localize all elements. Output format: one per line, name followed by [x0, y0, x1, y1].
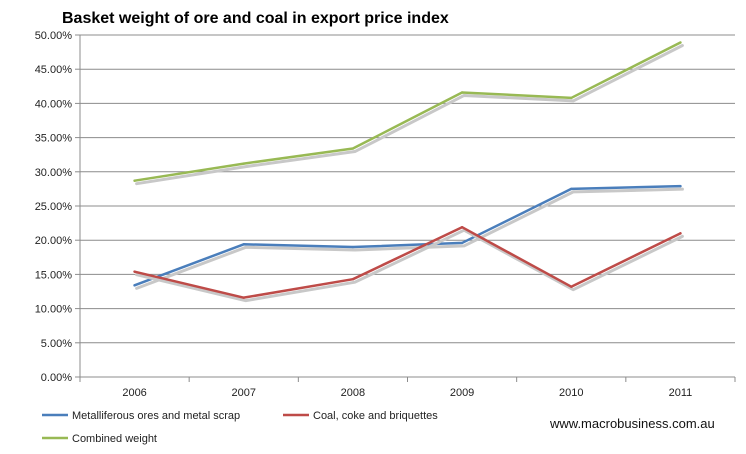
y-tick-label: 30.00%: [35, 167, 73, 179]
y-tick-label: 50.00%: [35, 30, 73, 42]
data-point: [679, 41, 682, 44]
x-tick-label: 2007: [232, 387, 256, 399]
data-point: [133, 179, 136, 182]
series-line-shadow: [135, 228, 684, 303]
data-point: [133, 270, 136, 273]
data-point: [242, 296, 245, 299]
data-point: [351, 147, 355, 150]
series-line-1: [133, 184, 682, 287]
series-lines: [133, 41, 684, 303]
chart-title: Basket weight of ore and coal in export …: [62, 10, 449, 27]
y-tick-label: 10.00%: [35, 304, 73, 316]
y-tick-label: 35.00%: [35, 133, 73, 145]
y-tick-label: 40.00%: [35, 98, 73, 110]
y-tick-label: 25.00%: [35, 201, 73, 213]
series-line-shadow: [135, 187, 684, 290]
data-point: [242, 243, 245, 246]
data-point: [679, 232, 682, 235]
data-point: [242, 162, 245, 165]
series-line-shadow: [135, 44, 684, 186]
y-tick-label: 15.00%: [35, 269, 73, 281]
x-tick-label: 2006: [122, 387, 146, 399]
data-point: [460, 226, 464, 229]
y-tick-label: 5.00%: [41, 338, 72, 350]
legend-label: Combined weight: [72, 433, 157, 445]
y-axis: 0.00% 5.00% 10.00% 15.00% 20.00% 25.00% 30.00%…: [35, 30, 81, 384]
x-tick-label: 2009: [450, 387, 474, 399]
data-point: [133, 284, 136, 287]
data-point: [460, 241, 464, 245]
series-line-2: [133, 225, 682, 299]
grid: [80, 34, 735, 378]
data-point: [570, 187, 573, 191]
data-point: [460, 91, 464, 94]
legend-label: Coal, coke and briquettes: [313, 410, 438, 422]
data-point: [679, 184, 682, 188]
source-url: www.macrobusiness.com.au: [549, 416, 715, 431]
data-point: [570, 285, 573, 288]
data-point: [351, 277, 355, 281]
data-point: [570, 96, 573, 100]
x-axis: 2006 2007 2008 2009 2010 2011: [79, 377, 736, 399]
y-tick-label: 20.00%: [35, 235, 73, 247]
x-tick-label: 2010: [559, 387, 583, 399]
x-tick-label: 2008: [341, 387, 365, 399]
x-tick-label: 2011: [669, 387, 693, 399]
data-point: [351, 245, 355, 249]
legend-label: Metalliferous ores and metal scrap: [72, 410, 240, 422]
y-tick-label: 0.00%: [41, 372, 72, 384]
legend: Metalliferous ores and metal scrap Coal, …: [42, 410, 438, 445]
y-tick-label: 45.00%: [35, 64, 73, 76]
series-line-3: [133, 41, 682, 182]
